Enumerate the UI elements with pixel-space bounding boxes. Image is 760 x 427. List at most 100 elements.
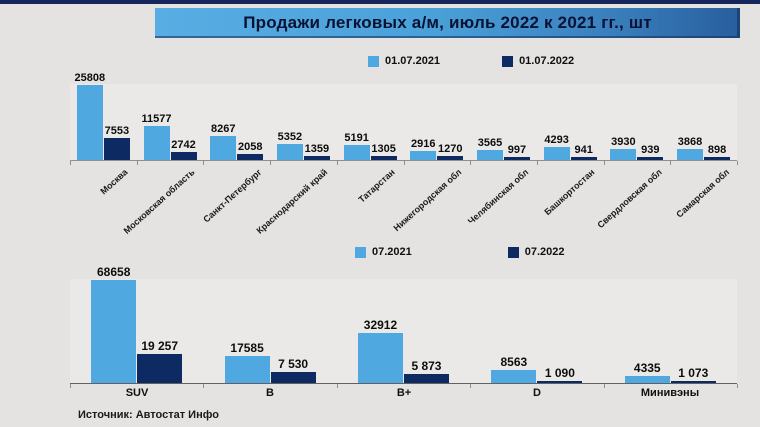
bar-group-Московская область: 11577 2742 — [141, 112, 197, 160]
bar-value-label: 8563 — [500, 354, 528, 369]
bar-01.07.2022-Краснодарский край — [303, 156, 330, 160]
category-label: Краснодарский край — [254, 167, 330, 236]
legend-swatch — [368, 55, 379, 67]
axis-tick — [737, 384, 738, 388]
category-label: B+ — [396, 387, 412, 399]
title-banner: Продажи легковых а/м, июль 2022 к 2021 г… — [155, 8, 740, 38]
category-label: B — [266, 387, 274, 399]
bar-value-label: 898 — [707, 143, 727, 156]
bar-07.2022-D — [537, 381, 583, 383]
chart2-plot-area: 68658 19 257 17585 7 530 32912 5 873 8563 1 090… — [70, 265, 738, 388]
bar-value-label: 939 — [641, 143, 660, 156]
bar-column: 5 873 — [403, 358, 449, 383]
bar-column: 1 073 — [670, 365, 716, 383]
bar-value-label: 5 873 — [411, 358, 442, 373]
legend-label: 01.07.2022 — [519, 55, 575, 67]
bar-07.2021-Минивэны — [624, 376, 670, 383]
bar-value-label: 4335 — [633, 360, 661, 375]
bar-group-SUV: 68658 19 257 — [91, 264, 183, 383]
bar-column: 19 257 — [137, 339, 183, 383]
legend-label: 01.07.2021 — [385, 55, 441, 67]
bar-column: 3565 — [476, 137, 503, 160]
bar-value-label: 7 530 — [278, 356, 309, 371]
category-label: D — [533, 387, 541, 399]
bar-value-label: 68658 — [97, 264, 131, 279]
bar-value-label: 5191 — [344, 131, 369, 144]
axis-tick — [203, 384, 204, 388]
bar-group-Самарская обл: 3868 898 — [677, 135, 731, 160]
bar-value-label: 17585 — [230, 340, 264, 355]
bar-column: 8267 — [210, 122, 237, 160]
bar-column: 3930 — [610, 135, 637, 160]
axis-tick — [604, 161, 605, 165]
page-title: Продажи легковых а/м, июль 2022 к 2021 г… — [243, 13, 652, 32]
bar-value-label: 2916 — [411, 137, 436, 150]
bar-column: 5352 — [276, 130, 303, 160]
bar-07.2022-Минивэны — [670, 381, 716, 383]
chart2-x-axis-labels: SUV B B+ D Минивэны — [70, 387, 737, 401]
bar-07.2021-D — [491, 370, 537, 383]
category-label: Московская область — [121, 167, 197, 236]
legend-item: 01.07.2021 — [368, 55, 440, 67]
axis-tick — [404, 161, 405, 165]
axis-tick — [203, 161, 204, 165]
bar-column: 1270 — [437, 142, 464, 160]
bar-value-label: 4293 — [544, 133, 569, 146]
bar-column: 2916 — [410, 137, 437, 160]
bar-group-Минивэны: 4335 1 073 — [624, 360, 716, 383]
bar-column: 68658 — [91, 264, 137, 383]
bar-group-D: 8563 1 090 — [491, 354, 583, 383]
chart1-plot-area: 25808 7553 11577 2742 8267 2058 5352 1359 5191 13… — [70, 72, 738, 165]
axis-tick — [70, 384, 71, 388]
bar-group-Башкортостан: 4293 941 — [543, 133, 597, 160]
category-label: Минивэны — [640, 387, 700, 399]
bar-group-B+: 32912 5 873 — [357, 318, 449, 383]
axis-tick — [604, 384, 605, 388]
bar-group-Челябинская обл: 3565 997 — [476, 137, 530, 160]
bar-01.07.2022-Московская область — [170, 152, 197, 160]
bar-value-label: 1305 — [371, 142, 396, 155]
bar-group-Москва: 25808 7553 — [74, 71, 130, 160]
bar-column: 25808 — [74, 71, 106, 160]
bar-value-label: 3930 — [611, 135, 636, 148]
bar-column: 997 — [503, 144, 530, 160]
bar-value-label: 3868 — [677, 135, 703, 148]
legend-item: 07.2021 — [355, 246, 412, 258]
bar-value-label: 5352 — [277, 130, 303, 143]
bar-value-label: 25808 — [74, 71, 106, 84]
bar-value-label: 941 — [574, 143, 593, 156]
bar-01.07.2021-Свердловская обл — [610, 149, 637, 160]
axis-tick — [670, 161, 671, 165]
axis-tick — [270, 161, 271, 165]
category-label: Самарская обл — [673, 167, 731, 220]
bar-01.07.2021-Челябинская обл — [476, 150, 503, 160]
bar-07.2021-SUV — [91, 280, 137, 383]
bar-01.07.2021-Татарстан — [343, 145, 370, 160]
axis-tick — [337, 384, 338, 388]
legend-item: 07.2022 — [507, 246, 565, 258]
bar-column: 4335 — [624, 360, 670, 383]
chart1-x-axis-labels: Москва Московская область Санкт-Петербург К… — [70, 163, 737, 236]
category-label: Татарстан — [356, 167, 397, 205]
bar-01.07.2021-Краснодарский край — [276, 144, 303, 160]
bar-value-label: 8267 — [210, 122, 236, 135]
axis-tick — [470, 161, 471, 165]
legend-label: 07.2021 — [372, 246, 412, 258]
bar-value-label: 11577 — [141, 112, 172, 125]
bar-column: 8563 — [491, 354, 537, 383]
bar-01.07.2021-Санкт-Петербург — [210, 136, 237, 160]
bar-group-Краснодарский край: 5352 1359 — [276, 130, 330, 160]
bar-07.2022-B — [270, 372, 316, 383]
bar-01.07.2022-Башкортостан — [570, 157, 597, 160]
bar-column: 4293 — [543, 133, 570, 160]
bar-value-label: 1 073 — [678, 365, 709, 380]
bar-column: 7553 — [103, 125, 130, 160]
bar-value-label: 2742 — [171, 138, 196, 151]
category-label: Москва — [98, 167, 130, 197]
bar-07.2021-B+ — [357, 333, 403, 383]
bar-group-B: 17585 7 530 — [224, 340, 316, 383]
bar-column: 898 — [704, 143, 731, 160]
bar-column: 5191 — [343, 131, 370, 160]
bar-value-label: 1270 — [438, 142, 463, 155]
category-label: SUV — [125, 387, 149, 399]
